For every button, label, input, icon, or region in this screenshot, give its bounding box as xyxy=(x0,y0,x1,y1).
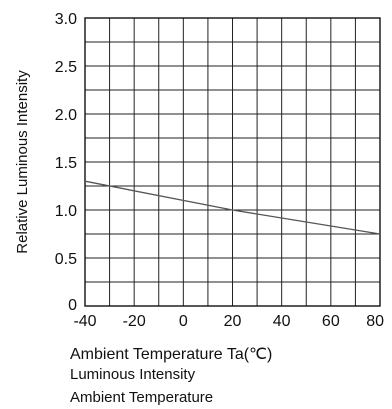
x-tick-label: 60 xyxy=(322,313,340,330)
series-layer xyxy=(84,180,381,235)
x-tick-label: 20 xyxy=(224,313,242,330)
y-tick-labels: 0 0.5 1.0 1.5 2.0 2.5 3.0 xyxy=(55,11,77,314)
y-tick-label: 2.5 xyxy=(55,59,77,76)
grid xyxy=(85,18,380,306)
series-line-0 xyxy=(84,180,381,235)
y-tick-label: 1.0 xyxy=(55,203,77,220)
y-tick-label: 0.5 xyxy=(55,251,77,268)
x-tick-label: 80 xyxy=(366,313,384,330)
plot-frame xyxy=(84,17,381,307)
x-tick-label: -20 xyxy=(123,313,146,330)
caption-ambient-temperature: Ambient Temperature xyxy=(70,389,214,406)
y-axis-label: Relative Luminous Intensity xyxy=(14,70,31,254)
x-tick-label: 0 xyxy=(179,313,188,330)
y-tick-label: 2.0 xyxy=(55,107,77,124)
x-axis-label: Ambient Temperature Ta(℃) xyxy=(70,346,273,363)
caption-luminous-intensity: Luminous Intensity xyxy=(70,366,196,383)
y-tick-label: 3.0 xyxy=(55,11,77,28)
x-tick-label: 40 xyxy=(273,313,291,330)
y-tick-label: 0 xyxy=(68,297,77,314)
x-tick-labels: -40 -20 0 20 40 60 80 xyxy=(73,313,384,330)
x-tick-label: -40 xyxy=(73,313,96,330)
y-tick-label: 1.5 xyxy=(55,155,77,172)
